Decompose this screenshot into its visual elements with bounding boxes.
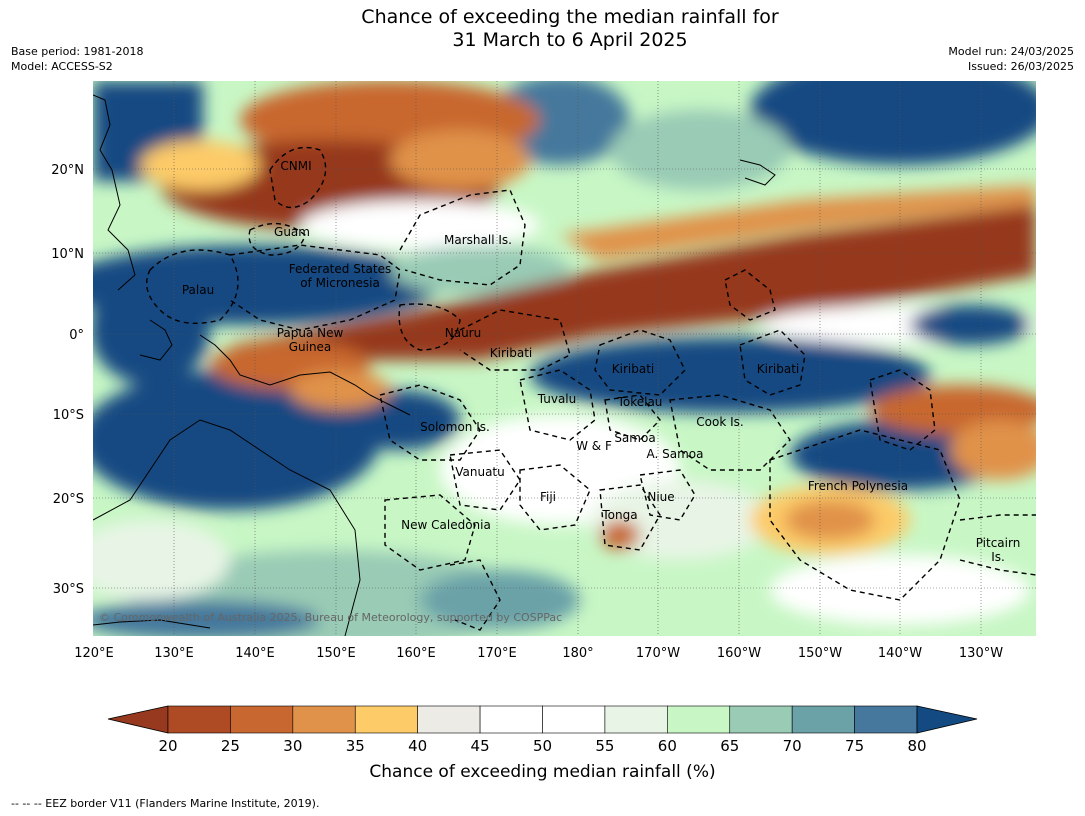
colorbar-tick-label: 50 bbox=[532, 737, 553, 755]
colorbar-over-arrow bbox=[916, 705, 978, 734]
label-tuvalu: Tuvalu bbox=[537, 392, 577, 406]
lon-label-120e: 120°E bbox=[74, 646, 114, 661]
map-title: Chance of exceeding the median rainfall … bbox=[0, 6, 1085, 52]
label-tokelau: Tokelau bbox=[617, 395, 663, 409]
colorbar-segment bbox=[354, 705, 418, 734]
label-fsm-2: of Micronesia bbox=[300, 276, 380, 290]
colorbar-segment bbox=[729, 705, 793, 734]
lon-label-170e: 170°E bbox=[477, 646, 517, 661]
label-guam: Guam bbox=[274, 225, 310, 239]
model-run: Model run: 24/03/2025 bbox=[948, 45, 1074, 58]
colorbar-tick-label: 80 bbox=[907, 737, 927, 755]
colorbar-tick-label: 25 bbox=[220, 737, 240, 755]
colorbar-tick-label: 60 bbox=[657, 737, 677, 755]
latitude-labels: 20°N 10°N 0° 10°S 20°S 30°S bbox=[51, 163, 84, 597]
label-png-2: Guinea bbox=[289, 340, 332, 354]
lon-label-140w: 140°W bbox=[878, 646, 922, 661]
colorbar-segment bbox=[791, 705, 855, 734]
label-vanuatu: Vanuatu bbox=[455, 465, 505, 479]
lon-label-160w: 160°W bbox=[717, 646, 761, 661]
lon-label-140e: 140°E bbox=[235, 646, 275, 661]
colorbar-segment bbox=[479, 705, 543, 734]
base-period: Base period: 1981-2018 bbox=[11, 45, 144, 58]
lat-label-10n: 10°N bbox=[51, 247, 84, 262]
colorbar-segment bbox=[667, 705, 731, 734]
label-kiribati-west: Kiribati bbox=[490, 346, 532, 360]
lon-label-150e: 150°E bbox=[316, 646, 356, 661]
issued-date: Issued: 26/03/2025 bbox=[967, 60, 1074, 73]
lon-label-130e: 130°E bbox=[154, 646, 194, 661]
label-kiribati-east: Kiribati bbox=[757, 362, 799, 376]
colorbar-tick-label: 75 bbox=[845, 737, 865, 755]
lon-label-180: 180° bbox=[562, 646, 593, 661]
label-fsm-1: Federated States bbox=[289, 262, 391, 276]
label-new-caledonia: New Caledonia bbox=[401, 518, 491, 532]
label-french-polynesia: French Polynesia bbox=[808, 479, 908, 493]
colorbar-segment bbox=[542, 705, 606, 734]
coastlines bbox=[93, 94, 776, 636]
colorbar-under-arrow bbox=[107, 705, 169, 734]
label-tonga: Tonga bbox=[601, 508, 637, 522]
lon-label-170w: 170°W bbox=[636, 646, 680, 661]
colorbar bbox=[107, 705, 978, 734]
label-cnmi: CNMI bbox=[280, 159, 311, 173]
label-kiribati-central: Kiribati bbox=[612, 362, 654, 376]
label-png-1: Papua New bbox=[277, 326, 344, 340]
label-marshall: Marshall Is. bbox=[444, 233, 512, 247]
eez-footnote: -- -- -- EEZ border V11 (Flanders Marine… bbox=[11, 797, 320, 810]
colorbar-segment bbox=[417, 705, 481, 734]
colorbar-segment bbox=[292, 705, 356, 734]
colorbar-segment bbox=[854, 705, 918, 734]
label-pitcairn-1: Pitcairn bbox=[976, 536, 1021, 550]
label-pitcairn-2: Is. bbox=[991, 550, 1005, 564]
copyright-notice: © Commonwealth of Australia 2025, Bureau… bbox=[99, 611, 562, 624]
label-nauru: Nauru bbox=[445, 326, 481, 340]
colorbar-segment bbox=[167, 705, 231, 734]
longitude-labels: 120°E 130°E 140°E 150°E 160°E 170°E 180°… bbox=[74, 646, 1003, 661]
lon-label-160e: 160°E bbox=[396, 646, 436, 661]
lat-label-20n: 20°N bbox=[51, 163, 84, 178]
meta-right: Model run: 24/03/2025 Issued: 26/03/2025 bbox=[948, 44, 1074, 74]
label-fiji: Fiji bbox=[540, 490, 556, 504]
colorbar-tick-label: 70 bbox=[782, 737, 802, 755]
rainfall-field bbox=[93, 81, 1036, 636]
label-solomon: Solomon Is. bbox=[420, 420, 490, 434]
label-wallis-futuna: W & F bbox=[576, 439, 612, 453]
colorbar-segment bbox=[230, 705, 294, 734]
eez-borders bbox=[146, 146, 1036, 631]
model-name: Model: ACCESS-S2 bbox=[11, 60, 113, 73]
lat-label-30s: 30°S bbox=[53, 582, 84, 597]
meta-left: Base period: 1981-2018 Model: ACCESS-S2 bbox=[11, 44, 143, 74]
label-cook-islands: Cook Is. bbox=[696, 415, 743, 429]
colorbar-tick-label: 30 bbox=[283, 737, 303, 755]
label-american-samoa: A. Samoa bbox=[647, 447, 704, 461]
lon-label-130w: 130°W bbox=[959, 646, 1003, 661]
colorbar-tick-label: 40 bbox=[408, 737, 428, 755]
lat-label-20s: 20°S bbox=[53, 492, 84, 507]
place-labels: CNMI Guam Marshall Is. Federated States … bbox=[182, 159, 1020, 564]
colorbar-tick-label: 55 bbox=[595, 737, 615, 755]
lat-label-10s: 10°S bbox=[53, 408, 84, 423]
label-samoa: Samoa bbox=[614, 431, 655, 445]
lat-label-0: 0° bbox=[69, 328, 84, 343]
colorbar-segment bbox=[604, 705, 668, 734]
label-niue: Niue bbox=[647, 490, 674, 504]
label-palau: Palau bbox=[182, 283, 214, 297]
colorbar-tick-label: 35 bbox=[345, 737, 365, 755]
lon-label-150w: 150°W bbox=[798, 646, 842, 661]
colorbar-tick-label: 45 bbox=[470, 737, 490, 755]
colorbar-tick-label: 20 bbox=[158, 737, 178, 755]
colorbar-tick-label: 65 bbox=[720, 737, 740, 755]
colorbar-label: Chance of exceeding median rainfall (%) bbox=[369, 762, 716, 782]
title-line-1: Chance of exceeding the median rainfall … bbox=[361, 6, 779, 28]
title-line-2: 31 March to 6 April 2025 bbox=[452, 29, 688, 51]
